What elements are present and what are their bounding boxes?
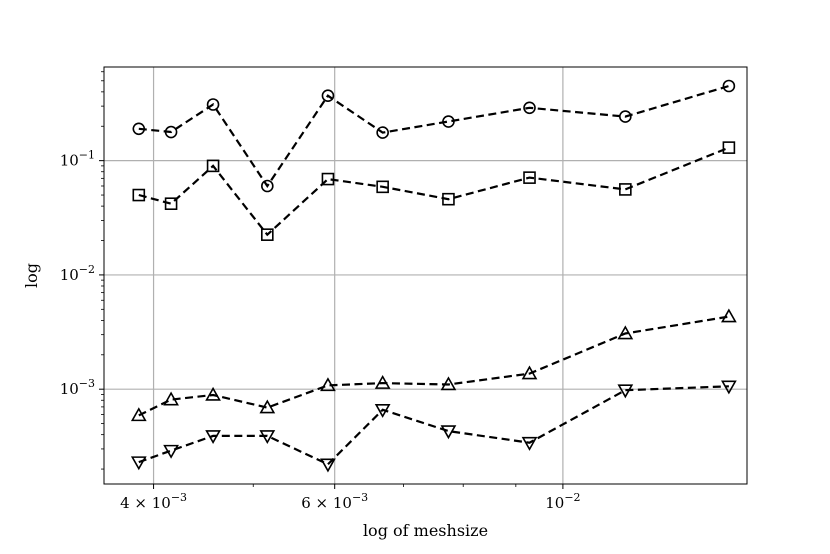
plot-frame <box>103 66 748 485</box>
series-line <box>138 146 730 237</box>
data-point-circle <box>132 122 146 136</box>
ticks: 4 × 10−3 6 × 10−3 10−2 10−3 10−2 10−1 <box>60 71 581 512</box>
data-point-circle <box>206 98 220 111</box>
data-point-triangle-down <box>721 380 737 395</box>
data-point-triangle-down <box>130 456 147 471</box>
data-point-square <box>206 159 220 173</box>
data-point-triangle-up <box>721 308 737 323</box>
series-line <box>138 84 730 188</box>
grid <box>104 67 747 484</box>
data-point-square <box>321 172 335 186</box>
data-point-square <box>261 228 274 241</box>
data-point-circle <box>442 115 455 128</box>
data-point-square <box>442 192 455 206</box>
series-line <box>138 315 730 417</box>
y-tick-label: 10−1 <box>60 149 95 170</box>
data-point-triangle-up <box>130 407 147 422</box>
data-point-triangle-down <box>440 425 457 440</box>
series-triangle-down <box>130 380 737 473</box>
data-point-square <box>376 180 389 194</box>
data-point-triangle-up <box>440 376 457 391</box>
data-point-circle <box>619 110 632 123</box>
series-line <box>138 385 729 466</box>
data-point-triangle-up <box>259 399 276 414</box>
data-point-triangle-up <box>521 365 538 380</box>
data-point-triangle-up <box>617 325 634 340</box>
data-point-circle <box>261 179 274 193</box>
x-tick-label: 4 × 10−3 <box>120 491 187 512</box>
x-tick-label: 10−2 <box>545 491 580 512</box>
x-axis-label: log of meshsize <box>363 521 488 540</box>
data-point-triangle-down <box>320 458 336 473</box>
data-point-circle <box>722 79 736 93</box>
series-triangle-up <box>130 308 737 422</box>
data-point-circle <box>376 126 389 139</box>
data-point-triangle-up <box>205 386 221 401</box>
data-point-square <box>523 171 536 184</box>
series-layer <box>130 79 737 473</box>
data-point-triangle-down <box>259 430 276 445</box>
y-axis-label: log <box>22 263 41 288</box>
data-point-triangle-down <box>617 384 634 399</box>
data-point-triangle-up <box>374 374 391 389</box>
data-point-circle <box>164 125 178 139</box>
data-point-square <box>132 188 146 202</box>
data-point-square <box>722 141 736 154</box>
series-square <box>132 141 736 241</box>
series-circle <box>132 79 736 193</box>
y-tick-label: 10−3 <box>60 377 95 398</box>
data-point-circle <box>523 101 536 115</box>
data-point-circle <box>321 89 335 103</box>
data-point-triangle-down <box>163 444 179 459</box>
data-point-triangle-down <box>205 430 221 445</box>
y-tick-label: 10−2 <box>60 263 95 284</box>
data-point-triangle-up <box>163 391 179 406</box>
x-tick-label: 6 × 10−3 <box>301 491 368 512</box>
data-point-triangle-down <box>521 436 538 451</box>
data-point-square <box>619 183 632 196</box>
data-point-square <box>164 197 178 210</box>
data-point-triangle-down <box>374 404 391 418</box>
data-point-triangle-up <box>320 377 336 392</box>
